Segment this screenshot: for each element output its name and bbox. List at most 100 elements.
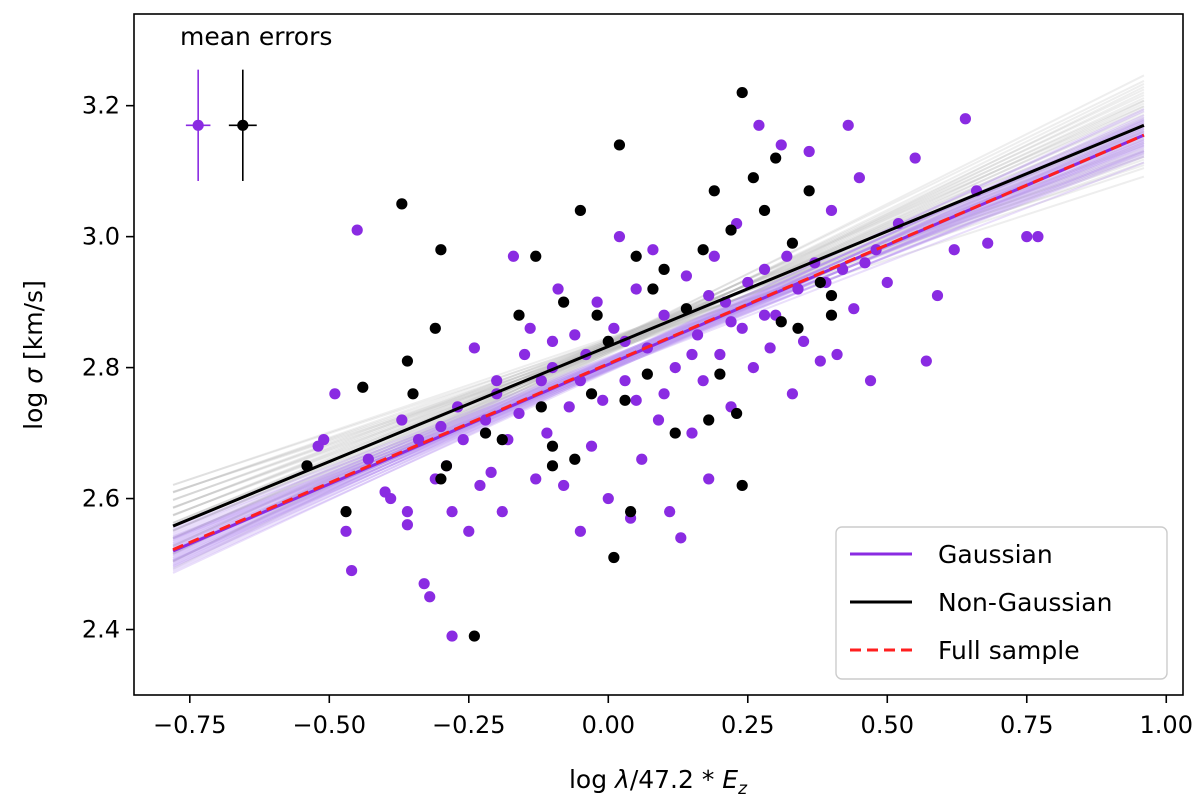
non-gaussian-band-sample-line [172, 167, 1145, 494]
gaussian-point [714, 348, 726, 361]
gaussian-point [468, 342, 480, 354]
gaussian-point [982, 237, 994, 249]
gaussian-point [401, 506, 414, 518]
y-tick-label: 2.6 [82, 485, 120, 513]
non-gaussian-band-sample-line [172, 108, 1145, 540]
y-tick-label: 2.8 [82, 354, 120, 382]
gaussian-point [742, 276, 754, 289]
non-gaussian-point [546, 460, 559, 472]
y-tick-label: 3.2 [82, 92, 120, 120]
x-tick-label: −0.25 [432, 711, 506, 739]
gaussian-point [524, 322, 536, 334]
non-gaussian-point [747, 172, 759, 184]
gaussian-point [535, 375, 547, 387]
non-gaussian-point [736, 479, 748, 492]
non-gaussian-point [731, 407, 743, 420]
gaussian-band-sample-line [172, 141, 1145, 538]
non-gaussian-band-sample-line [172, 175, 1145, 493]
gaussian-point [518, 348, 531, 361]
gaussian-point [569, 329, 581, 341]
gaussian-point [753, 119, 765, 131]
y-axis-label-post: [km/s] [19, 280, 48, 368]
non-gaussian-band-sample-line [172, 85, 1145, 570]
non-gaussian-point [725, 224, 737, 236]
non-gaussian-point [468, 630, 480, 642]
non-gaussian-fit-line [172, 123, 1145, 528]
non-gaussian-band-sample-line [172, 138, 1145, 509]
gaussian-band-sample-line [172, 129, 1145, 549]
gaussian-point [881, 276, 893, 289]
gaussian-point [485, 466, 497, 478]
non-gaussian-band-sample-line [172, 88, 1145, 555]
gaussian-band-sample-line [172, 145, 1145, 544]
gaussian-point [513, 407, 525, 420]
gaussian-point [831, 348, 843, 361]
legend-box [835, 526, 1168, 680]
gaussian-point [859, 257, 871, 269]
x-tick-label: 1.00 [1140, 711, 1193, 739]
gaussian-point [814, 355, 826, 367]
non-gaussian-point [591, 309, 603, 321]
x-tick-label: −0.75 [153, 711, 227, 739]
gaussian-point [647, 244, 659, 256]
x-axis-label-pre: log [569, 765, 615, 794]
non-gaussian-point [736, 86, 748, 99]
gaussian-band-sample-line [172, 139, 1145, 557]
non-gaussian-point [357, 381, 369, 393]
non-gaussian-band-sample-line [172, 119, 1145, 525]
gaussian-point [318, 434, 330, 446]
non-gaussian-point [703, 414, 715, 426]
gaussian-point [658, 388, 670, 400]
gaussian-point [457, 434, 469, 446]
non-gaussian-point [786, 237, 799, 249]
gaussian-point [396, 414, 408, 426]
non-gaussian-band-sample-line [172, 99, 1145, 540]
non-gaussian-band-sample-line [172, 150, 1145, 516]
x-tick-label: −0.50 [293, 711, 367, 739]
gaussian-point [412, 434, 425, 446]
gaussian-band-sample-line [172, 108, 1145, 566]
y-tick-label: 3.0 [82, 223, 120, 251]
non-gaussian-point [792, 322, 804, 334]
non-gaussian-band-sample-line [172, 80, 1145, 555]
gaussian-band-sample-line [172, 133, 1145, 540]
gaussian-point [636, 453, 648, 465]
gaussian-point [585, 440, 598, 452]
gaussian-point [708, 250, 720, 262]
non-gaussian-band-sample-line [172, 116, 1145, 540]
gaussian-point [630, 394, 642, 406]
gaussian-point [803, 145, 815, 158]
gaussian-point [792, 283, 804, 295]
non-gaussian-band-sample-line [172, 94, 1145, 548]
gaussian-point [775, 139, 787, 151]
non-gaussian-band-sample-line [172, 147, 1145, 509]
non-gaussian-point [479, 427, 492, 439]
gaussian-point [725, 316, 737, 328]
non-gaussian-band-sample-line [172, 113, 1145, 532]
gaussian-point [563, 401, 575, 413]
gaussian-point [474, 479, 486, 492]
full-sample-fit-line [172, 133, 1145, 552]
gaussian-point [591, 296, 603, 308]
y-axis-label-pre: log [19, 384, 48, 430]
non-gaussian-point [708, 185, 720, 197]
x-axis-label-sub: z [737, 779, 748, 799]
x-axis-ticks: −0.75 −0.50 −0.25 0.00 0.25 0.50 0.75 1.00 [153, 695, 1193, 739]
gaussian-point [959, 113, 971, 125]
gaussian-point [546, 335, 559, 348]
gaussian-point [435, 420, 447, 433]
gaussian-point [848, 303, 860, 315]
gaussian-point [758, 309, 771, 321]
legend-label-non-gaussian: Non-Gaussian [938, 588, 1112, 617]
gaussian-point [619, 375, 631, 387]
gaussian-point [786, 388, 799, 400]
non-gaussian-band-sample-line [172, 130, 1145, 532]
gaussian-point [842, 119, 854, 131]
gaussian-point [346, 564, 358, 577]
gaussian-point [602, 492, 614, 505]
non-gaussian-point [608, 551, 620, 564]
y-axis-ticks: 2.4 2.6 2.8 3.0 3.2 [82, 92, 134, 644]
gaussian-band-sample-line [172, 161, 1145, 540]
y-axis-label: log σ [km/s] [19, 280, 48, 430]
x-axis-label-e: E [722, 765, 738, 794]
